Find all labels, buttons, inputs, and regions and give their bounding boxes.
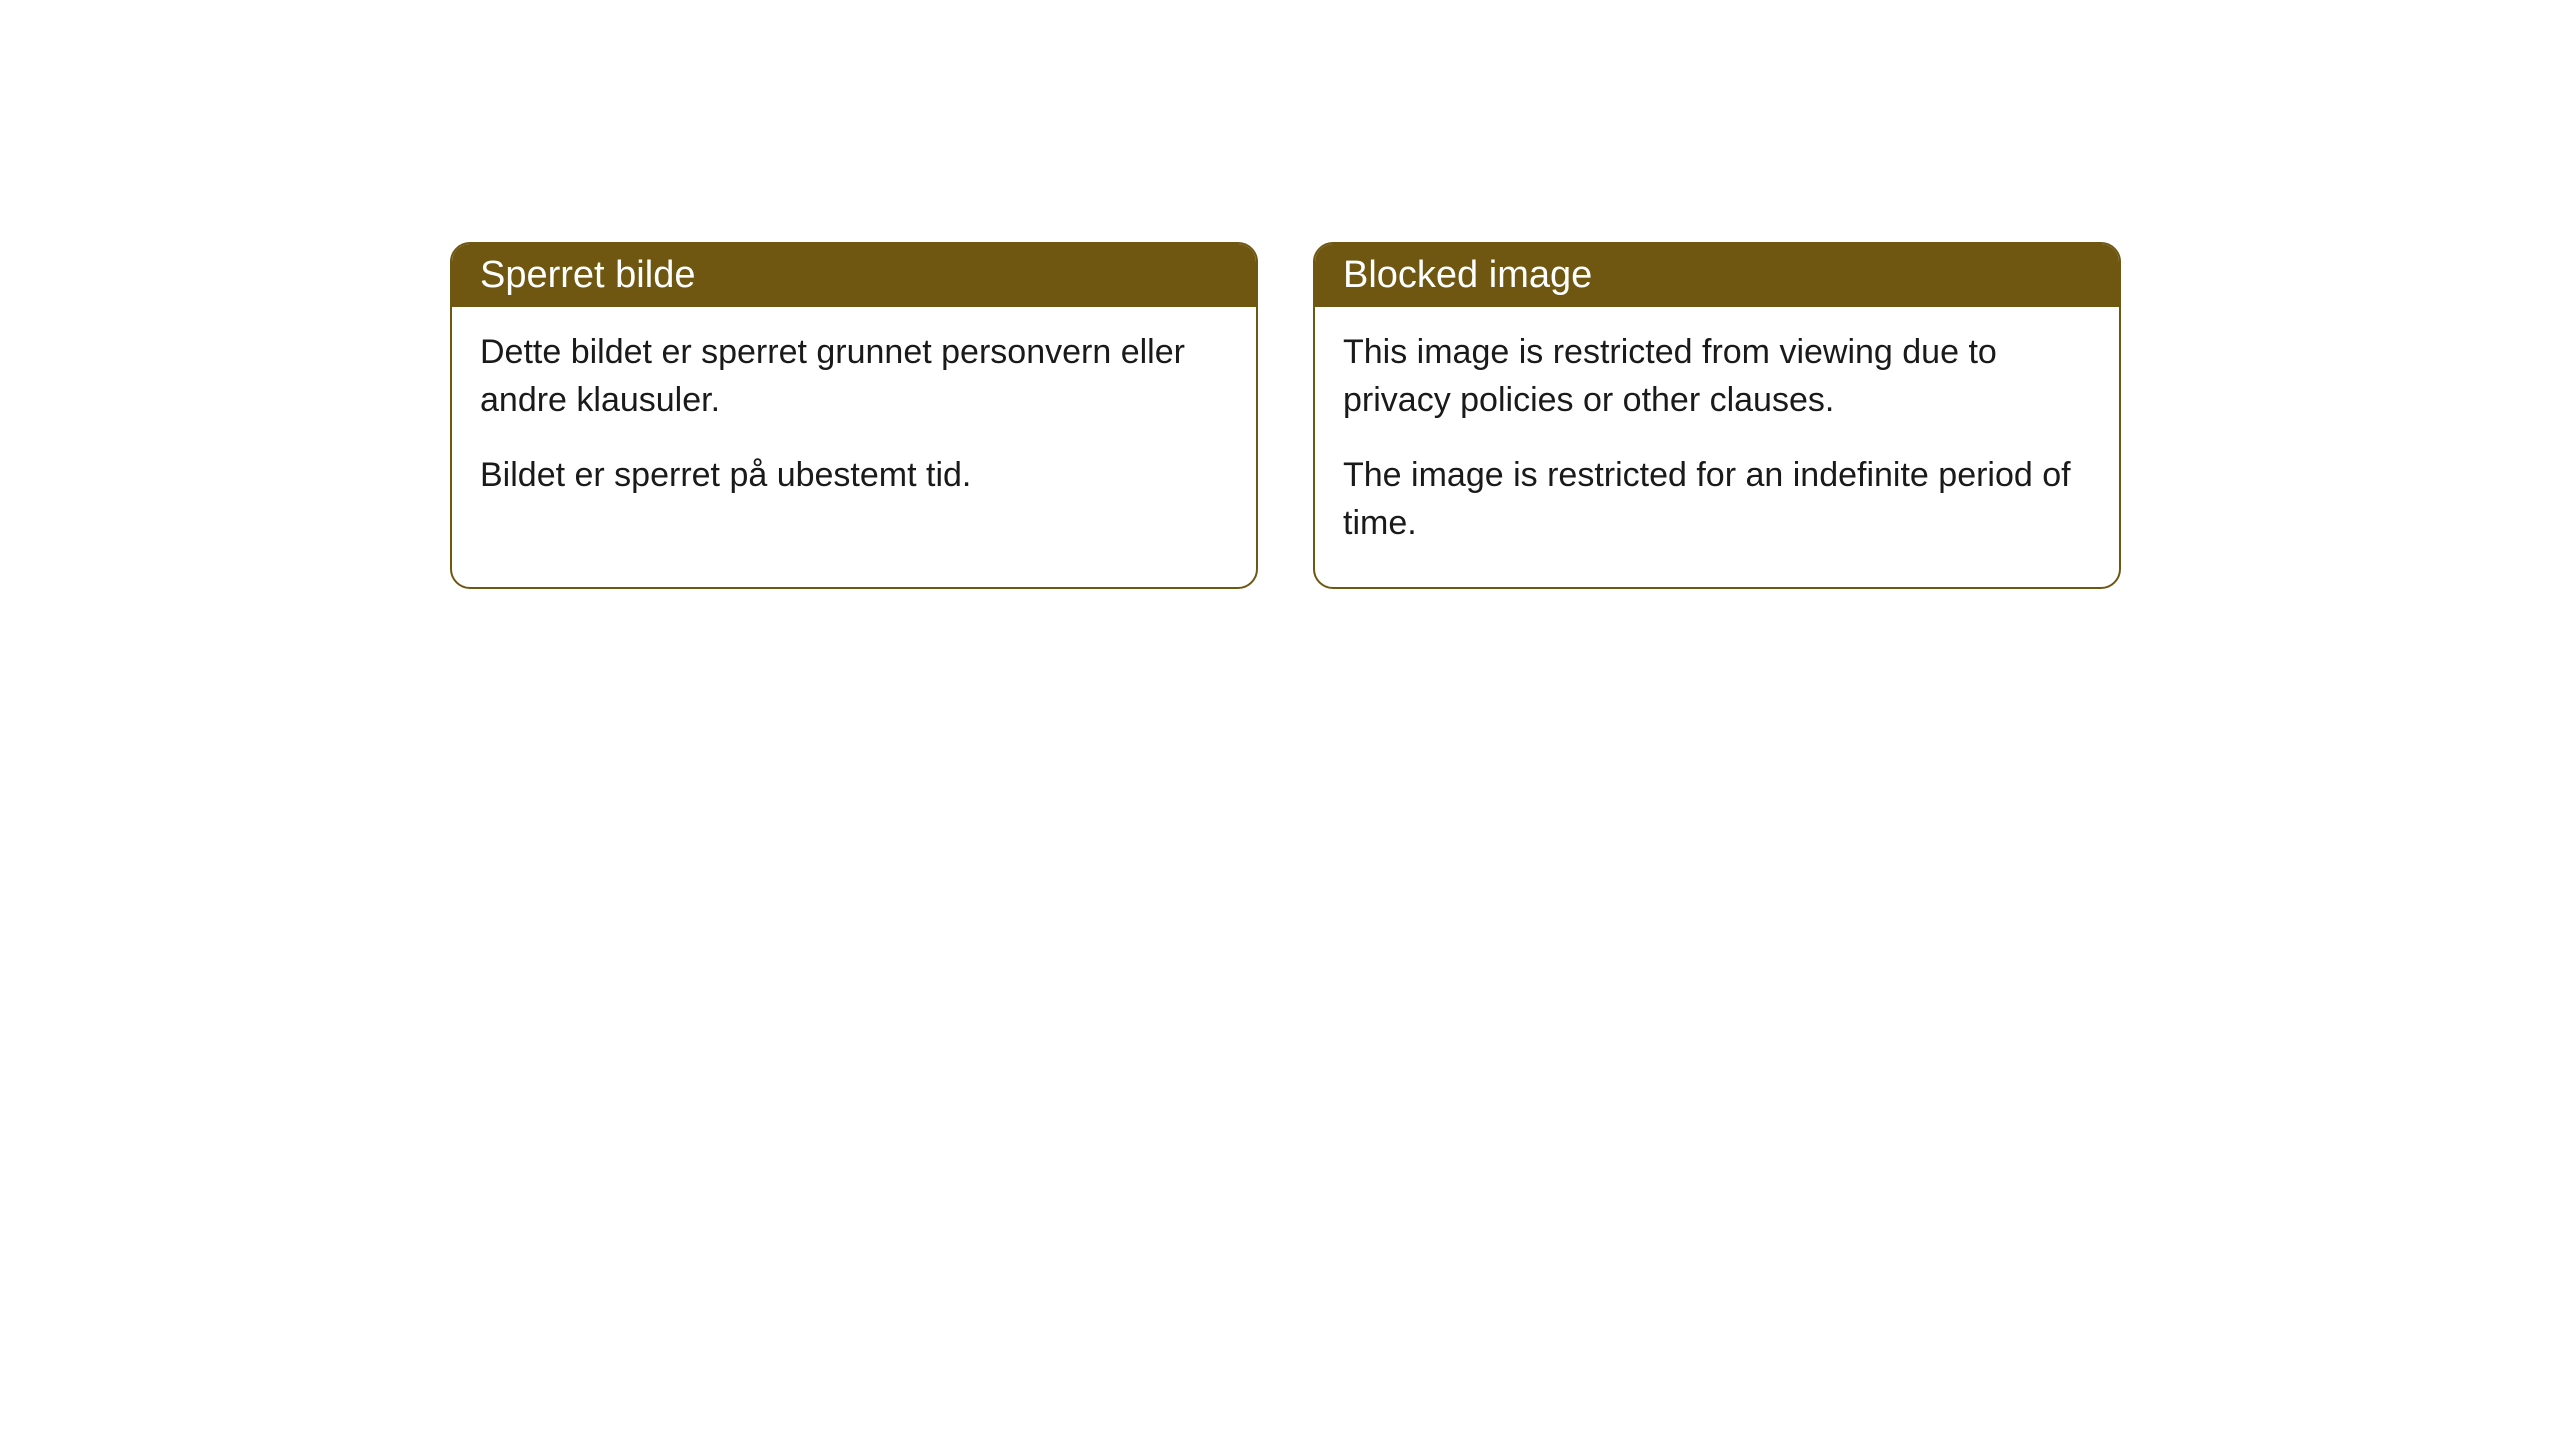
notice-paragraph-2: Bildet er sperret på ubestemt tid. bbox=[480, 452, 1228, 500]
card-body-english: This image is restricted from viewing du… bbox=[1315, 307, 2119, 587]
blocked-image-card-norwegian: Sperret bilde Dette bildet er sperret gr… bbox=[450, 242, 1258, 589]
card-header-english: Blocked image bbox=[1315, 244, 2119, 307]
notice-paragraph-1: This image is restricted from viewing du… bbox=[1343, 329, 2091, 424]
notice-cards-container: Sperret bilde Dette bildet er sperret gr… bbox=[450, 242, 2121, 589]
card-body-norwegian: Dette bildet er sperret grunnet personve… bbox=[452, 307, 1256, 540]
notice-paragraph-1: Dette bildet er sperret grunnet personve… bbox=[480, 329, 1228, 424]
blocked-image-card-english: Blocked image This image is restricted f… bbox=[1313, 242, 2121, 589]
card-header-norwegian: Sperret bilde bbox=[452, 244, 1256, 307]
notice-paragraph-2: The image is restricted for an indefinit… bbox=[1343, 452, 2091, 547]
